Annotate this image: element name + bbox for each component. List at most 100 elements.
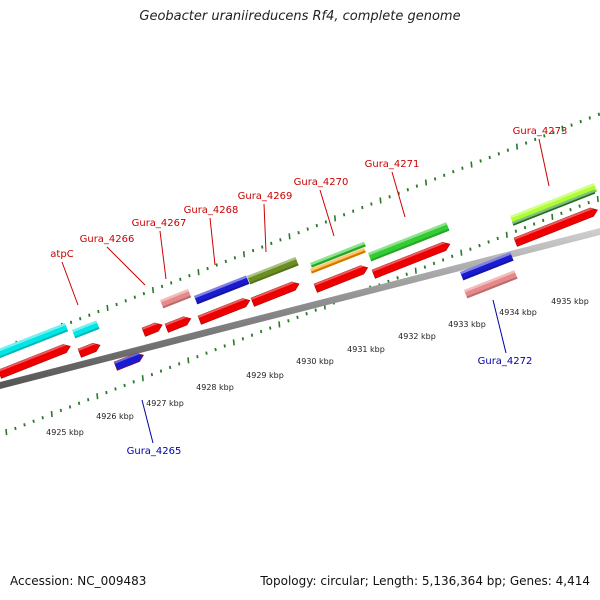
kbp-label: 4933 kbp bbox=[448, 320, 486, 329]
tick-mark bbox=[432, 261, 436, 266]
kbp-label: 4931 kbp bbox=[347, 345, 385, 354]
leader-line bbox=[141, 399, 154, 444]
tick-mark bbox=[524, 141, 528, 145]
tick-mark bbox=[534, 137, 537, 142]
gene-feature bbox=[310, 241, 366, 268]
kbp-label: 4935 kbp bbox=[551, 297, 589, 306]
tick-mark bbox=[532, 222, 536, 226]
cds-arrow bbox=[77, 342, 101, 358]
tick-mark bbox=[115, 302, 118, 307]
tick-mark bbox=[443, 173, 446, 177]
tick-mark bbox=[424, 179, 428, 186]
gene-feature bbox=[72, 320, 100, 339]
tick-mark bbox=[205, 351, 208, 355]
tick-mark bbox=[370, 202, 373, 206]
tick-mark bbox=[151, 286, 155, 294]
leader-line bbox=[61, 261, 79, 306]
tick-mark bbox=[523, 225, 527, 230]
tick-mark bbox=[141, 375, 144, 382]
tick-mark bbox=[569, 208, 572, 212]
genome-stats-text: Topology: circular; Length: 5,136,364 bp… bbox=[260, 574, 590, 588]
kbp-label: 4925 kbp bbox=[46, 428, 84, 437]
tick-mark bbox=[297, 231, 300, 235]
tick-mark bbox=[396, 276, 399, 280]
accession-text: Accession: NC_009483 bbox=[10, 574, 147, 588]
tick-mark bbox=[379, 197, 382, 204]
leader-line bbox=[538, 138, 550, 187]
tick-mark bbox=[259, 329, 263, 334]
cds-arrow bbox=[0, 344, 71, 379]
gene-feature bbox=[310, 247, 366, 274]
tick-mark bbox=[159, 369, 163, 373]
tick-mark bbox=[160, 284, 164, 289]
kbp-label: 4934 kbp bbox=[499, 308, 537, 317]
backbone-bar bbox=[0, 228, 600, 389]
tick-mark bbox=[188, 274, 191, 278]
gene-label: Gura_4269 bbox=[238, 191, 293, 202]
kbp-label: 4929 kbp bbox=[246, 371, 284, 380]
leader-line bbox=[209, 217, 216, 266]
cds-arrow bbox=[164, 316, 192, 333]
tick-mark bbox=[41, 415, 44, 420]
tick-mark bbox=[361, 205, 364, 210]
tick-mark bbox=[296, 315, 299, 319]
tick-mark bbox=[543, 134, 546, 138]
gene-feature bbox=[464, 270, 518, 299]
tick-mark bbox=[406, 187, 409, 192]
tick-mark bbox=[560, 211, 563, 215]
tick-mark bbox=[305, 312, 308, 316]
tick-mark bbox=[178, 362, 181, 366]
gene-label: Gura_4265 bbox=[127, 446, 182, 457]
tick-mark bbox=[596, 195, 599, 203]
tick-mark bbox=[224, 259, 227, 264]
gene-label: Gura_4272 bbox=[478, 356, 533, 367]
tick-mark bbox=[32, 419, 35, 423]
tick-mark bbox=[232, 339, 235, 346]
tick-mark bbox=[269, 326, 272, 330]
leader-line bbox=[492, 299, 507, 354]
tick-mark bbox=[214, 347, 217, 352]
leader-line bbox=[106, 246, 146, 286]
tick-mark bbox=[287, 319, 290, 323]
tick-mark bbox=[487, 240, 490, 244]
tick-mark bbox=[451, 254, 454, 258]
tick-mark bbox=[433, 177, 437, 181]
tick-mark bbox=[132, 380, 135, 384]
tick-mark bbox=[306, 227, 309, 231]
tick-mark bbox=[405, 272, 408, 276]
tick-mark bbox=[97, 309, 100, 314]
tick-mark bbox=[441, 258, 445, 262]
tick-mark bbox=[388, 195, 391, 199]
tick-mark bbox=[150, 372, 154, 377]
gene-labels: atpC Gura_4266 Gura_4267 Gura_4268 Gura_4269… bbox=[50, 126, 567, 457]
tick-mark bbox=[233, 256, 237, 260]
tick-mark bbox=[142, 291, 146, 296]
tick-mark bbox=[241, 337, 245, 341]
tick-mark bbox=[105, 390, 108, 395]
tick-mark bbox=[479, 159, 482, 163]
leader-lines bbox=[61, 138, 550, 444]
tick-mark bbox=[551, 213, 554, 220]
feature-track bbox=[0, 183, 598, 379]
tick-mark bbox=[478, 243, 481, 248]
gene-feature bbox=[368, 222, 450, 262]
tick-mark bbox=[452, 170, 455, 174]
tick-mark bbox=[288, 233, 291, 240]
leader-line bbox=[391, 171, 406, 218]
gene-label: Gura_4267 bbox=[132, 218, 187, 229]
tick-mark bbox=[588, 116, 591, 120]
tick-mark bbox=[597, 112, 600, 117]
tick-mark bbox=[333, 215, 337, 222]
tick-mark bbox=[96, 393, 99, 400]
tick-mark bbox=[279, 238, 282, 242]
tick-mark bbox=[23, 423, 26, 427]
tick-mark bbox=[196, 355, 199, 359]
leader-line bbox=[319, 189, 335, 237]
tick-mark bbox=[179, 277, 182, 281]
tick-mark bbox=[496, 236, 499, 241]
tick-mark bbox=[68, 405, 72, 409]
tick-mark bbox=[587, 200, 590, 205]
kbp-label: 4928 kbp bbox=[196, 383, 234, 392]
tick-mark bbox=[514, 229, 518, 233]
